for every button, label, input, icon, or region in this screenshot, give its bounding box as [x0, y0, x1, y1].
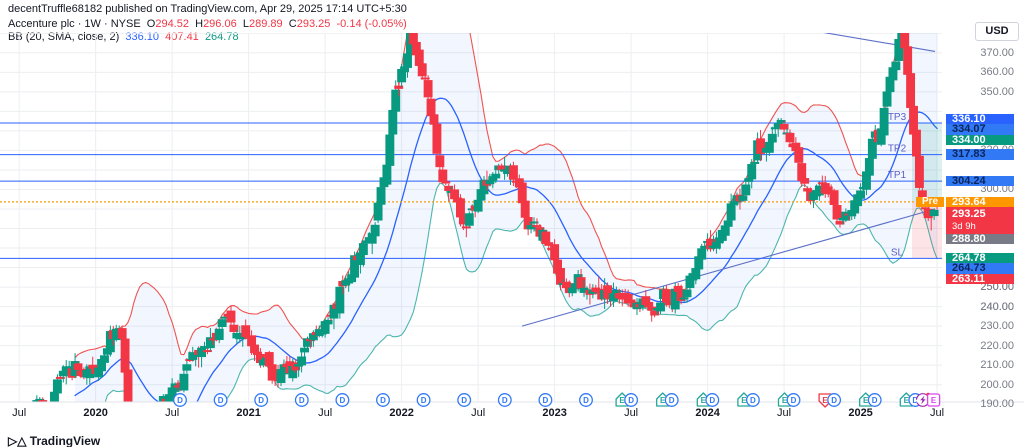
svg-text:Jul: Jul: [12, 407, 26, 419]
svg-text:Jul: Jul: [777, 407, 791, 419]
svg-text:Jul: Jul: [318, 407, 332, 419]
svg-text:D: D: [380, 396, 386, 405]
svg-text:2022: 2022: [389, 407, 413, 419]
svg-text:D: D: [750, 396, 756, 405]
svg-text:TP1: TP1: [888, 170, 907, 181]
svg-text:D: D: [831, 396, 837, 405]
svg-text:Jul: Jul: [930, 407, 944, 419]
svg-text:D: D: [583, 396, 589, 405]
svg-text:D: D: [502, 396, 508, 405]
svg-text:TP2: TP2: [888, 144, 907, 155]
svg-text:SL: SL: [891, 247, 904, 258]
svg-text:D: D: [177, 396, 183, 405]
svg-text:E: E: [931, 396, 937, 405]
svg-text:D: D: [421, 396, 427, 405]
svg-text:2025: 2025: [848, 407, 872, 419]
svg-text:Jul: Jul: [165, 407, 179, 419]
svg-text:D: D: [218, 396, 224, 405]
svg-text:Jul: Jul: [471, 407, 485, 419]
svg-text:2020: 2020: [83, 407, 107, 419]
svg-text:2023: 2023: [542, 407, 566, 419]
svg-text:2021: 2021: [236, 407, 260, 419]
svg-text:D: D: [628, 396, 634, 405]
svg-text:D: D: [709, 396, 715, 405]
svg-text:D: D: [791, 396, 797, 405]
svg-text:D: D: [258, 396, 264, 405]
svg-text:D: D: [461, 396, 467, 405]
svg-text:D: D: [543, 396, 549, 405]
svg-text:D: D: [299, 396, 305, 405]
svg-text:D: D: [340, 396, 346, 405]
svg-text:TP3: TP3: [888, 112, 907, 123]
svg-text:D: D: [669, 396, 675, 405]
svg-text:D: D: [872, 396, 878, 405]
svg-text:Jul: Jul: [624, 407, 638, 419]
svg-text:2024: 2024: [695, 407, 720, 419]
